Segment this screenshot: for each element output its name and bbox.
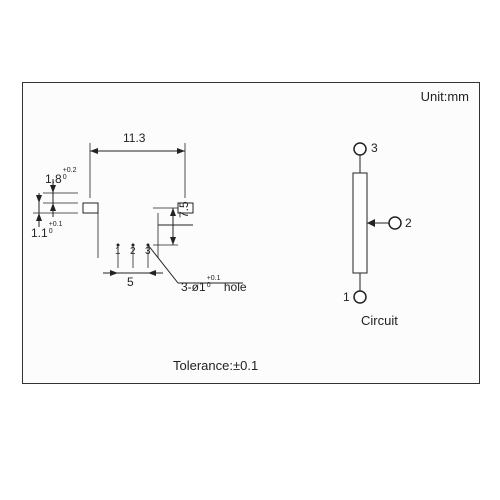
- circuit-pin-1: 1: [343, 290, 350, 304]
- circuit-diagram: [23, 83, 479, 383]
- pin-label-3: 3: [145, 246, 151, 257]
- dim-1-8-upper: +0.2: [63, 167, 77, 174]
- dim-1-1-upper: +0.1: [49, 221, 63, 228]
- dim-7-5: 7.5: [177, 201, 191, 218]
- circuit-pin-2: 2: [405, 216, 412, 230]
- circuit-pin-3: 3: [371, 141, 378, 155]
- dim-1-1-lower: 0: [49, 228, 63, 235]
- hole-note-prefix: 3-ø1: [181, 280, 206, 294]
- dim-5: 5: [127, 275, 134, 289]
- dim-11-3: 11.3: [123, 131, 145, 145]
- dim-1-1: 1.1+0.10: [31, 221, 63, 240]
- dim-1-1-base: 1.1: [31, 226, 48, 240]
- hole-note-lower: 0: [207, 282, 221, 289]
- pin-label-2: 2: [130, 246, 136, 257]
- hole-note: 3-ø1+0.10 hole: [181, 275, 247, 294]
- dim-1-8-lower: 0: [63, 174, 77, 181]
- hole-note-suffix: hole: [221, 280, 247, 294]
- hole-note-upper: +0.1: [207, 275, 221, 282]
- dim-1-8: 1.8+0.20: [45, 167, 77, 186]
- dim-1-8-base: 1.8: [45, 172, 62, 186]
- pin-label-1: 1: [115, 246, 121, 257]
